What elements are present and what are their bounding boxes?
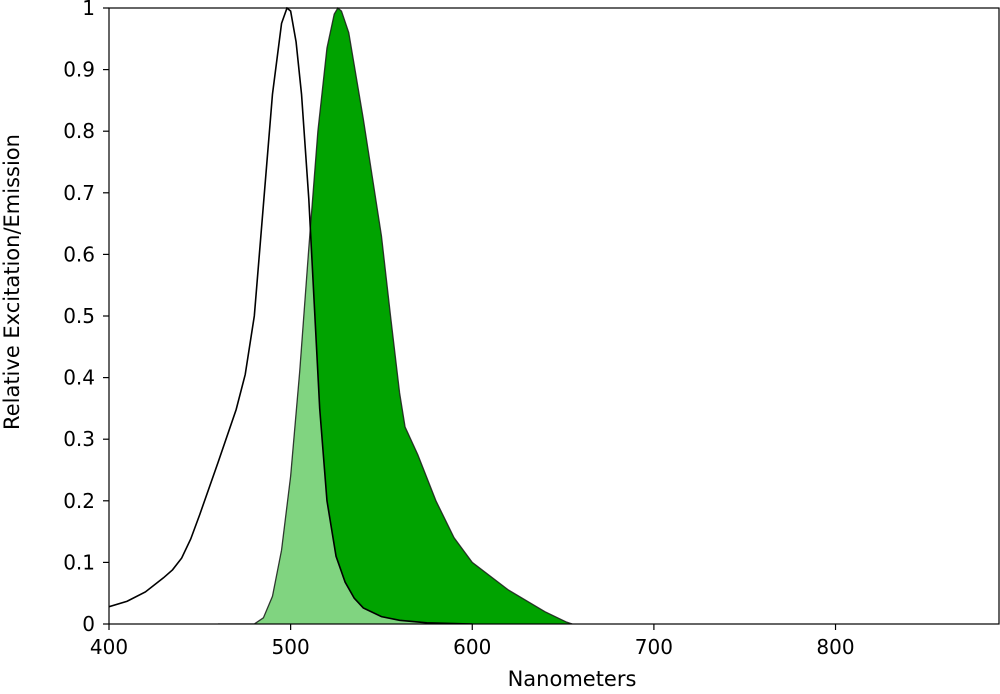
y-tick-label: 0.6	[63, 242, 95, 266]
y-tick-label: 0.7	[63, 181, 95, 205]
x-tick-label: 500	[272, 635, 310, 659]
y-tick-label: 0.1	[63, 550, 95, 574]
x-tick-label: 400	[90, 635, 128, 659]
emission-overlap-area	[217, 8, 473, 624]
emission-area	[217, 8, 573, 624]
y-axis-label: Relative Excitation/Emission	[0, 134, 24, 430]
plot-frame	[108, 7, 1000, 625]
plot-area	[109, 7, 573, 624]
y-tick-label: 0.2	[63, 489, 95, 513]
y-tick-label: 0.5	[63, 304, 95, 328]
x-tick-label: 600	[453, 635, 491, 659]
x-tick-label: 700	[635, 635, 673, 659]
y-tick-label: 0.9	[63, 58, 95, 82]
y-tick-label: 0.3	[63, 427, 95, 451]
x-axis-label: Nanometers	[508, 667, 637, 690]
axes: 400 500 600 700 800 0 0.1 0.2 0.3 0.4 0.5 0.6 0.7 0.8…	[63, 0, 1000, 659]
y-tick-label: 1	[82, 0, 95, 20]
emission-line	[217, 7, 573, 624]
y-tick-label: 0.4	[63, 366, 95, 390]
y-tick-label: 0.8	[63, 119, 95, 143]
y-tick-label: 0	[82, 612, 95, 636]
x-tick-label: 800	[816, 635, 854, 659]
